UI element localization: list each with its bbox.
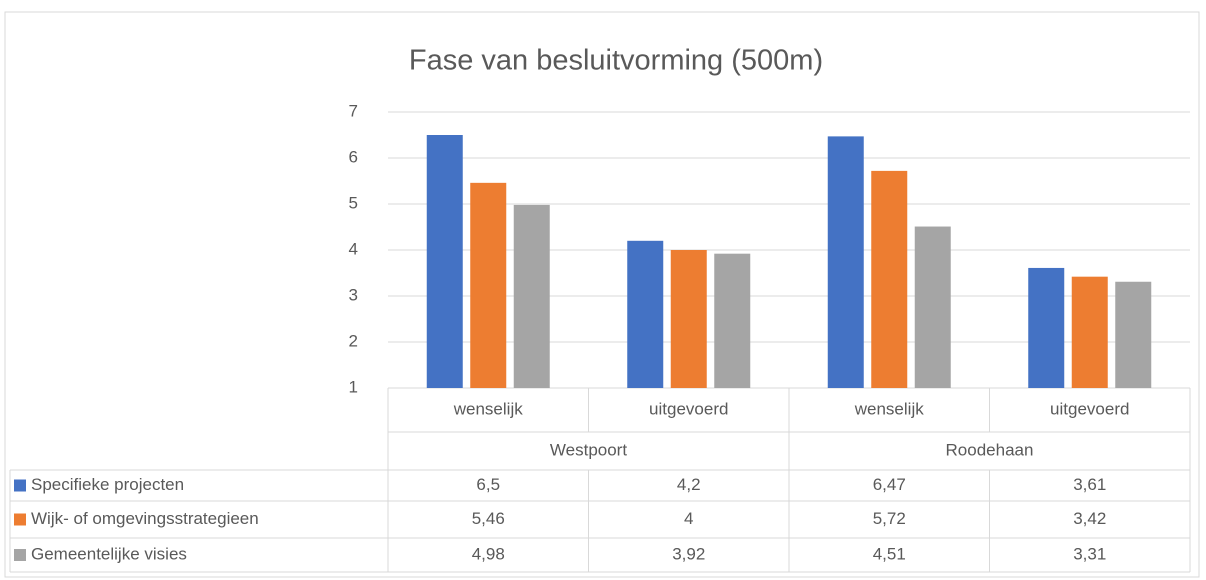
y-tick-label: 5	[349, 193, 358, 212]
chart-title: Fase van besluitvorming (500m)	[409, 45, 823, 77]
bar	[470, 182, 507, 388]
x-tick-label: uitgevoerd	[1050, 399, 1129, 418]
group-label: Roodehaan	[946, 440, 1034, 459]
table-value: 4,2	[677, 475, 701, 494]
bar	[827, 136, 864, 388]
bar	[426, 135, 463, 388]
table-value: 4,98	[472, 544, 505, 563]
table-value: 5,72	[873, 509, 906, 528]
bar	[714, 253, 751, 388]
x-tick-label: wenselijk	[453, 399, 523, 418]
y-tick-label: 7	[349, 101, 358, 120]
legend-swatch	[14, 549, 26, 561]
bar	[871, 170, 908, 388]
legend-swatch	[14, 513, 26, 526]
y-tick-label: 6	[349, 147, 358, 166]
chart-border	[4, 11, 1200, 578]
legend-swatch	[14, 479, 26, 492]
table-value: 6,47	[873, 475, 906, 494]
y-tick-label: 2	[349, 331, 358, 350]
table-value: 4,51	[873, 544, 906, 563]
bar	[627, 240, 664, 388]
bar	[670, 250, 707, 388]
legend-label: Gemeentelijke visies	[31, 544, 187, 563]
table-value: 3,31	[1073, 544, 1106, 563]
table-value: 3,92	[672, 544, 705, 563]
bar	[513, 204, 550, 388]
table-value: 3,61	[1073, 475, 1106, 494]
table-value: 3,42	[1073, 509, 1106, 528]
legend-label: Wijk- of omgevingsstrategieen	[31, 509, 259, 528]
y-tick-label: 3	[349, 285, 358, 304]
bar	[1115, 281, 1152, 388]
bar	[1071, 276, 1108, 388]
table-value: 4	[684, 509, 693, 528]
y-tick-label: 4	[349, 239, 358, 258]
group-label: Westpoort	[550, 440, 627, 459]
x-tick-label: wenselijk	[854, 399, 924, 418]
x-tick-label: uitgevoerd	[649, 399, 728, 418]
y-tick-label: 1	[349, 377, 358, 396]
bar	[1028, 267, 1065, 388]
table-value: 6,5	[476, 475, 500, 494]
table-value: 5,46	[472, 509, 505, 528]
bar	[914, 226, 951, 388]
legend-label: Specifieke projecten	[31, 475, 184, 494]
